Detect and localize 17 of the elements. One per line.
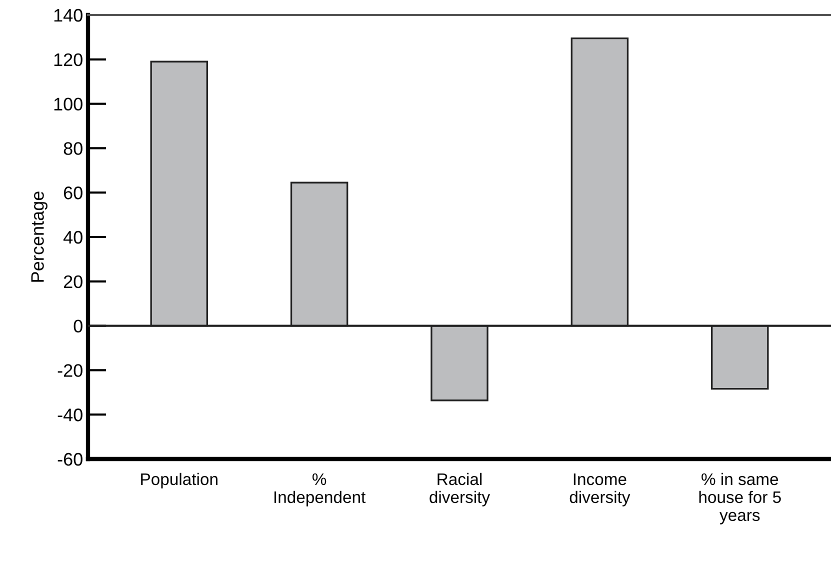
x-tick-label: % Independent [274, 473, 366, 506]
x-tick-label: Racial diversity [430, 472, 490, 506]
y-tick-label: -40 [58, 408, 82, 422]
y-tick-label: 40 [63, 230, 82, 244]
x-tick-label: Population [141, 472, 218, 488]
y-tick-label: 20 [64, 275, 82, 288]
y-tick-label: 0 [74, 320, 82, 333]
y-axis-title: Percentage [31, 192, 48, 282]
y-tick-label: -20 [58, 364, 82, 377]
x-tick-label: % in same house for 5 years [699, 472, 781, 524]
x-tick-label: Income diversity [570, 474, 630, 506]
y-tick-label: 120 [54, 53, 82, 66]
y-tick-label: 140 [54, 8, 82, 22]
y-tick-label: 100 [54, 98, 82, 111]
y-tick-label: 60 [64, 186, 82, 200]
y-tick-label: -60 [58, 452, 82, 466]
y-tick-label: 80 [64, 142, 82, 155]
